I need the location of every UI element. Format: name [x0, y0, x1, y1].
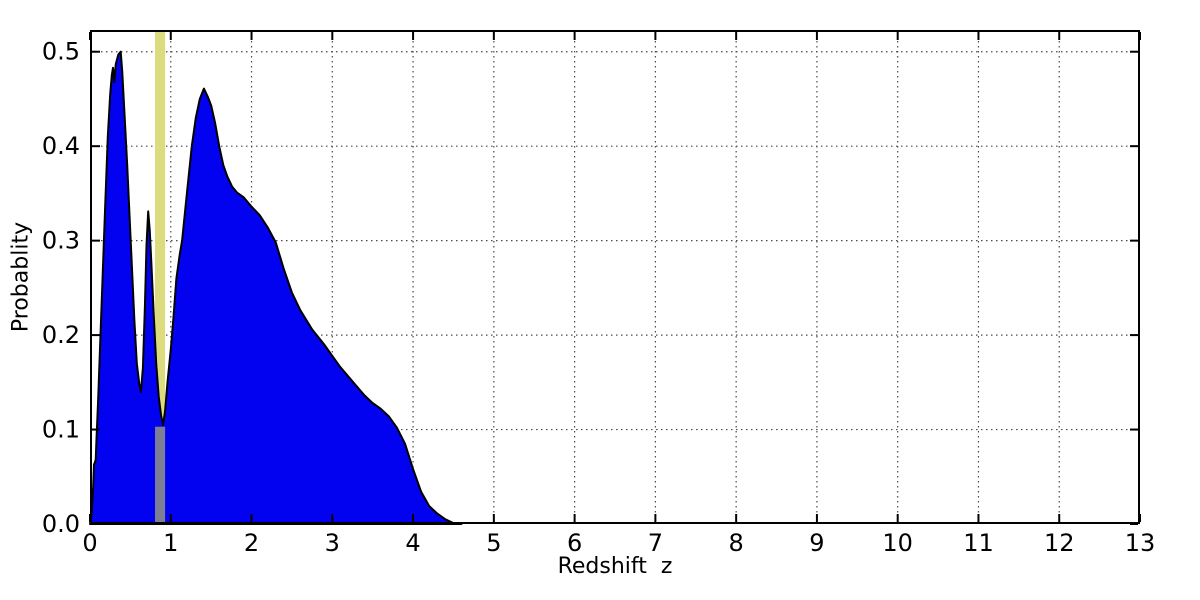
marker-segment	[155, 426, 166, 524]
y-tick-label: 0.4	[42, 132, 80, 160]
x-tick-label: 9	[809, 529, 824, 557]
x-axis-label: Redshift z	[557, 554, 673, 579]
x-tick-label: 4	[405, 529, 420, 557]
y-tick-label: 0.0	[42, 510, 80, 538]
x-tick-label: 3	[325, 529, 340, 557]
x-tick-label: 0	[82, 529, 97, 557]
y-tick-label: 0.1	[42, 416, 80, 444]
axes-frame	[90, 30, 1140, 524]
y-tick-label: 0.3	[42, 227, 80, 255]
y-axis-label: Probablity	[8, 221, 34, 333]
x-tick-label: 1	[163, 529, 178, 557]
x-tick-label: 10	[882, 529, 913, 557]
reference-redshift-band	[155, 30, 166, 524]
pdf-area	[89, 50, 463, 525]
x-tick-label: 6	[567, 529, 582, 557]
y-tick-label: 0.2	[42, 321, 80, 349]
x-tick-label: 12	[1044, 529, 1075, 557]
x-tick-label: 7	[648, 529, 663, 557]
x-tick-label: 11	[963, 529, 994, 557]
x-tick-label: 8	[729, 529, 744, 557]
x-tick-label: 2	[244, 529, 259, 557]
y-tick-label: 0.5	[42, 38, 80, 66]
x-tick-label: 5	[486, 529, 501, 557]
x-tick-label: 13	[1125, 529, 1156, 557]
